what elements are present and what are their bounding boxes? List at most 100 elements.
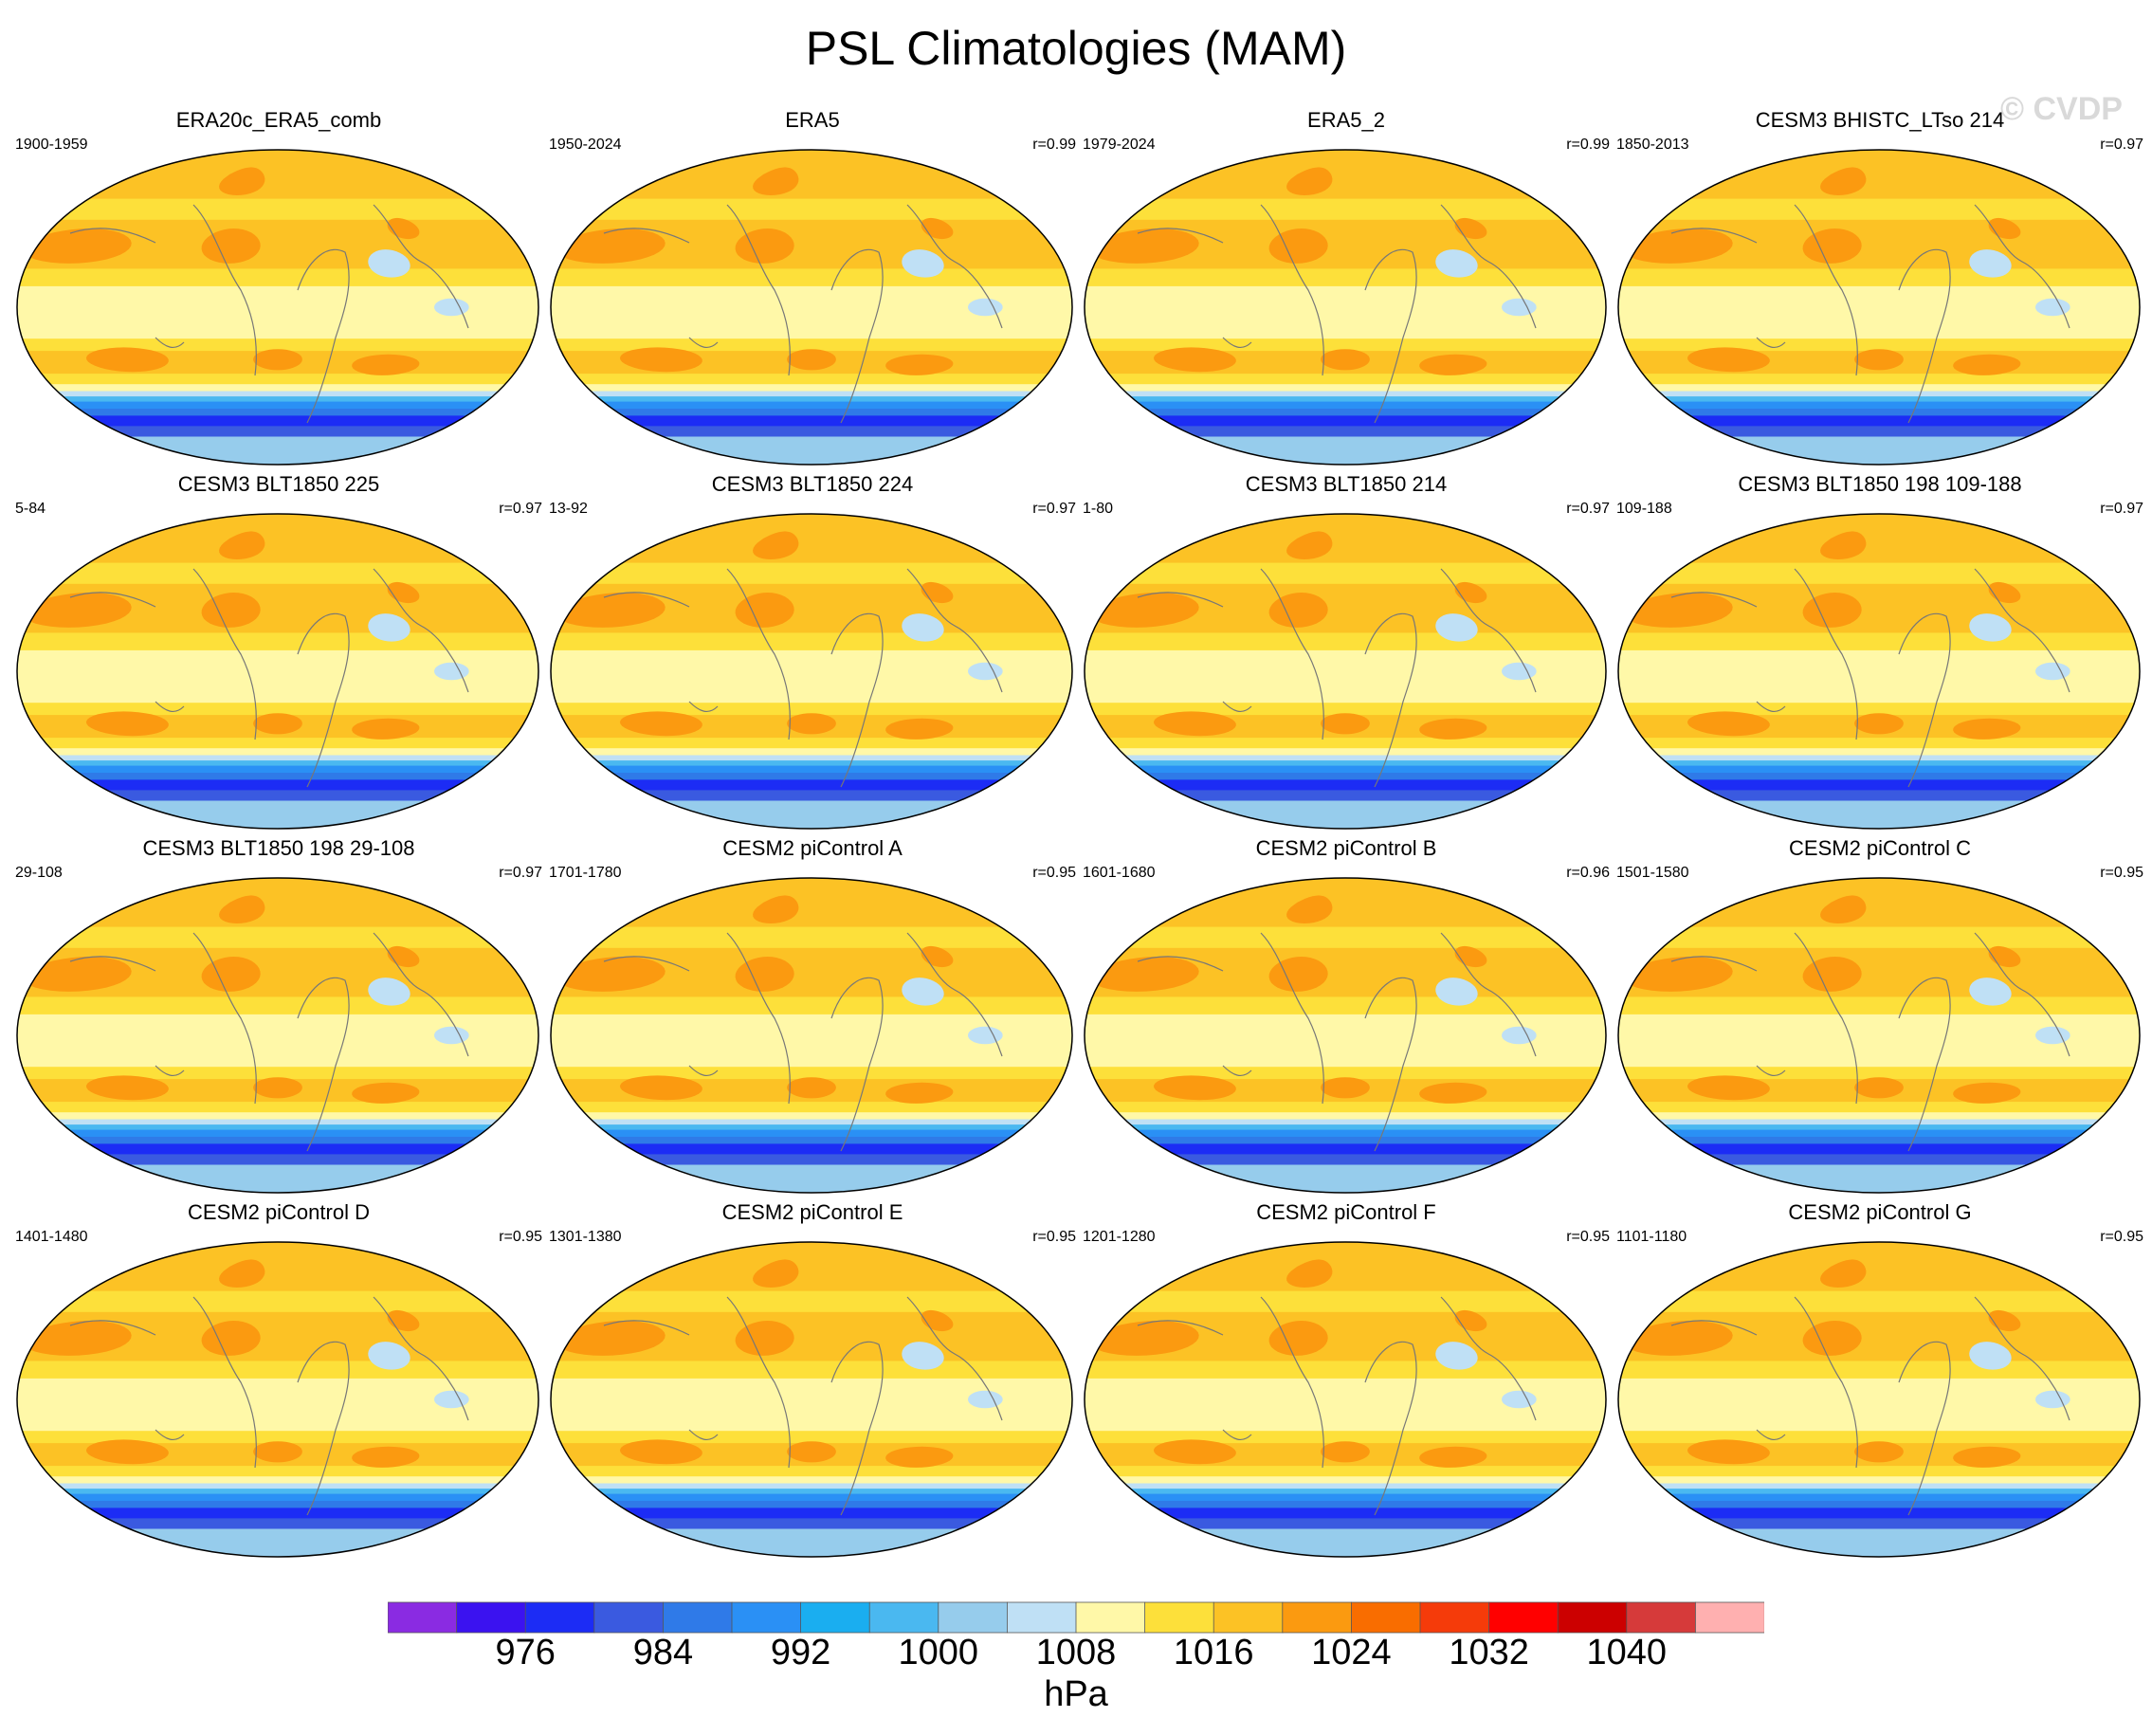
pressure-feature bbox=[1687, 1075, 1770, 1101]
panel-correlation: r=0.97 bbox=[2100, 501, 2143, 517]
pressure-feature bbox=[620, 1439, 702, 1465]
pressure-band bbox=[17, 514, 538, 564]
pressure-feature bbox=[753, 531, 799, 559]
pressure-feature bbox=[1969, 1342, 2012, 1370]
panel-years: 1601-1680 bbox=[1083, 865, 1156, 881]
pressure-band bbox=[17, 1489, 538, 1495]
pressure-band bbox=[1618, 755, 2140, 761]
pressure-band bbox=[1618, 1431, 2140, 1444]
pressure-band bbox=[17, 1501, 538, 1508]
pressure-feature bbox=[1802, 957, 1862, 992]
pressure-feature bbox=[1687, 711, 1770, 737]
pressure-band bbox=[17, 1528, 538, 1557]
pressure-feature bbox=[1854, 349, 1904, 371]
pressure-band bbox=[1618, 338, 2140, 352]
pressure-feature bbox=[1435, 249, 1478, 278]
panel-title: CESM3 BLT1850 224 bbox=[711, 472, 914, 496]
coastline bbox=[830, 612, 884, 788]
pressure-band bbox=[551, 632, 1072, 651]
pressure-band bbox=[551, 779, 1072, 791]
pressure-band bbox=[17, 779, 538, 791]
pressure-band bbox=[1085, 198, 1606, 221]
map-border bbox=[1617, 877, 2141, 1194]
pressure-feature bbox=[787, 349, 836, 371]
pressure-feature bbox=[1820, 531, 1867, 559]
pressure-feature bbox=[434, 1026, 469, 1045]
pressure-feature bbox=[1321, 1077, 1370, 1099]
pressure-band bbox=[1085, 790, 1606, 801]
pressure-feature bbox=[86, 347, 169, 373]
map-panel: CESM3 BLT1850 214 1-80 r=0.97 bbox=[1081, 472, 1612, 832]
pressure-band bbox=[17, 1137, 538, 1144]
pressure-band bbox=[551, 391, 1072, 397]
pressure-feature bbox=[352, 1446, 420, 1468]
pressure-band bbox=[551, 1476, 1072, 1485]
map-border bbox=[1084, 1241, 1607, 1558]
psl-map bbox=[1084, 513, 1607, 830]
coastline bbox=[603, 1320, 690, 1336]
pressure-band bbox=[1085, 1164, 1606, 1193]
pressure-feature bbox=[219, 167, 265, 195]
coastline bbox=[1756, 1065, 1786, 1077]
pressure-band bbox=[551, 1102, 1072, 1113]
pressure-band bbox=[551, 1067, 1072, 1080]
pressure-feature bbox=[902, 978, 944, 1006]
pressure-band bbox=[1085, 760, 1606, 767]
pressure-band bbox=[17, 1164, 538, 1193]
coastline bbox=[1756, 701, 1786, 713]
panel-years: 5-84 bbox=[15, 501, 46, 517]
coastline bbox=[906, 204, 1003, 329]
pressure-feature bbox=[1854, 1441, 1904, 1463]
colorbar-swatch bbox=[1075, 1601, 1146, 1634]
pressure-feature bbox=[201, 228, 261, 264]
map-panel: CESM3 BLT1850 224 13-92 r=0.97 bbox=[547, 472, 1078, 832]
pressure-band bbox=[17, 1154, 538, 1165]
coastline bbox=[1794, 568, 1858, 740]
pressure-feature bbox=[1953, 1446, 2021, 1468]
pressure-band bbox=[17, 150, 538, 200]
pressure-feature bbox=[968, 662, 1003, 681]
pressure-band bbox=[1085, 878, 1606, 928]
pressure-band bbox=[17, 790, 538, 801]
coastline bbox=[906, 1296, 1003, 1421]
panel-correlation: r=0.96 bbox=[1566, 865, 1610, 881]
colorbar-tick-label: 1008 bbox=[1035, 1633, 1117, 1672]
pressure-feature bbox=[1969, 249, 2012, 278]
pressure-feature bbox=[1820, 167, 1867, 195]
pressure-band bbox=[551, 562, 1072, 585]
coastline bbox=[688, 1429, 719, 1441]
pressure-feature bbox=[1624, 957, 1733, 992]
pressure-feature bbox=[1286, 167, 1333, 195]
pressure-feature bbox=[219, 531, 265, 559]
pressure-band bbox=[1618, 773, 2140, 780]
pressure-band bbox=[17, 391, 538, 397]
pressure-band bbox=[551, 1242, 1072, 1292]
pressure-feature bbox=[434, 662, 469, 681]
pressure-band bbox=[1085, 1154, 1606, 1165]
coastline bbox=[1260, 568, 1324, 740]
pressure-feature bbox=[253, 713, 302, 735]
coastline bbox=[1794, 932, 1858, 1105]
coastline bbox=[1898, 977, 1951, 1152]
pressure-band bbox=[1085, 1476, 1606, 1485]
pressure-feature bbox=[1502, 1026, 1537, 1045]
pressure-band bbox=[551, 1154, 1072, 1165]
pressure-band bbox=[1085, 1067, 1606, 1080]
coastline bbox=[1137, 592, 1224, 608]
pressure-feature bbox=[1854, 1077, 1904, 1099]
coastline bbox=[297, 1341, 350, 1516]
pressure-feature bbox=[1419, 1446, 1487, 1468]
pressure-band bbox=[17, 562, 538, 585]
pressure-feature bbox=[1502, 1390, 1537, 1409]
coastline bbox=[192, 568, 257, 740]
pressure-feature bbox=[23, 957, 132, 992]
pressure-band bbox=[551, 1508, 1072, 1519]
coastline bbox=[69, 956, 156, 972]
pressure-feature bbox=[1624, 228, 1733, 264]
pressure-feature bbox=[753, 895, 799, 923]
pressure-band bbox=[1085, 1102, 1606, 1113]
colorbar-swatch bbox=[1695, 1601, 1764, 1634]
psl-map bbox=[550, 513, 1073, 830]
pressure-band bbox=[17, 1242, 538, 1292]
pressure-band bbox=[1618, 409, 2140, 416]
